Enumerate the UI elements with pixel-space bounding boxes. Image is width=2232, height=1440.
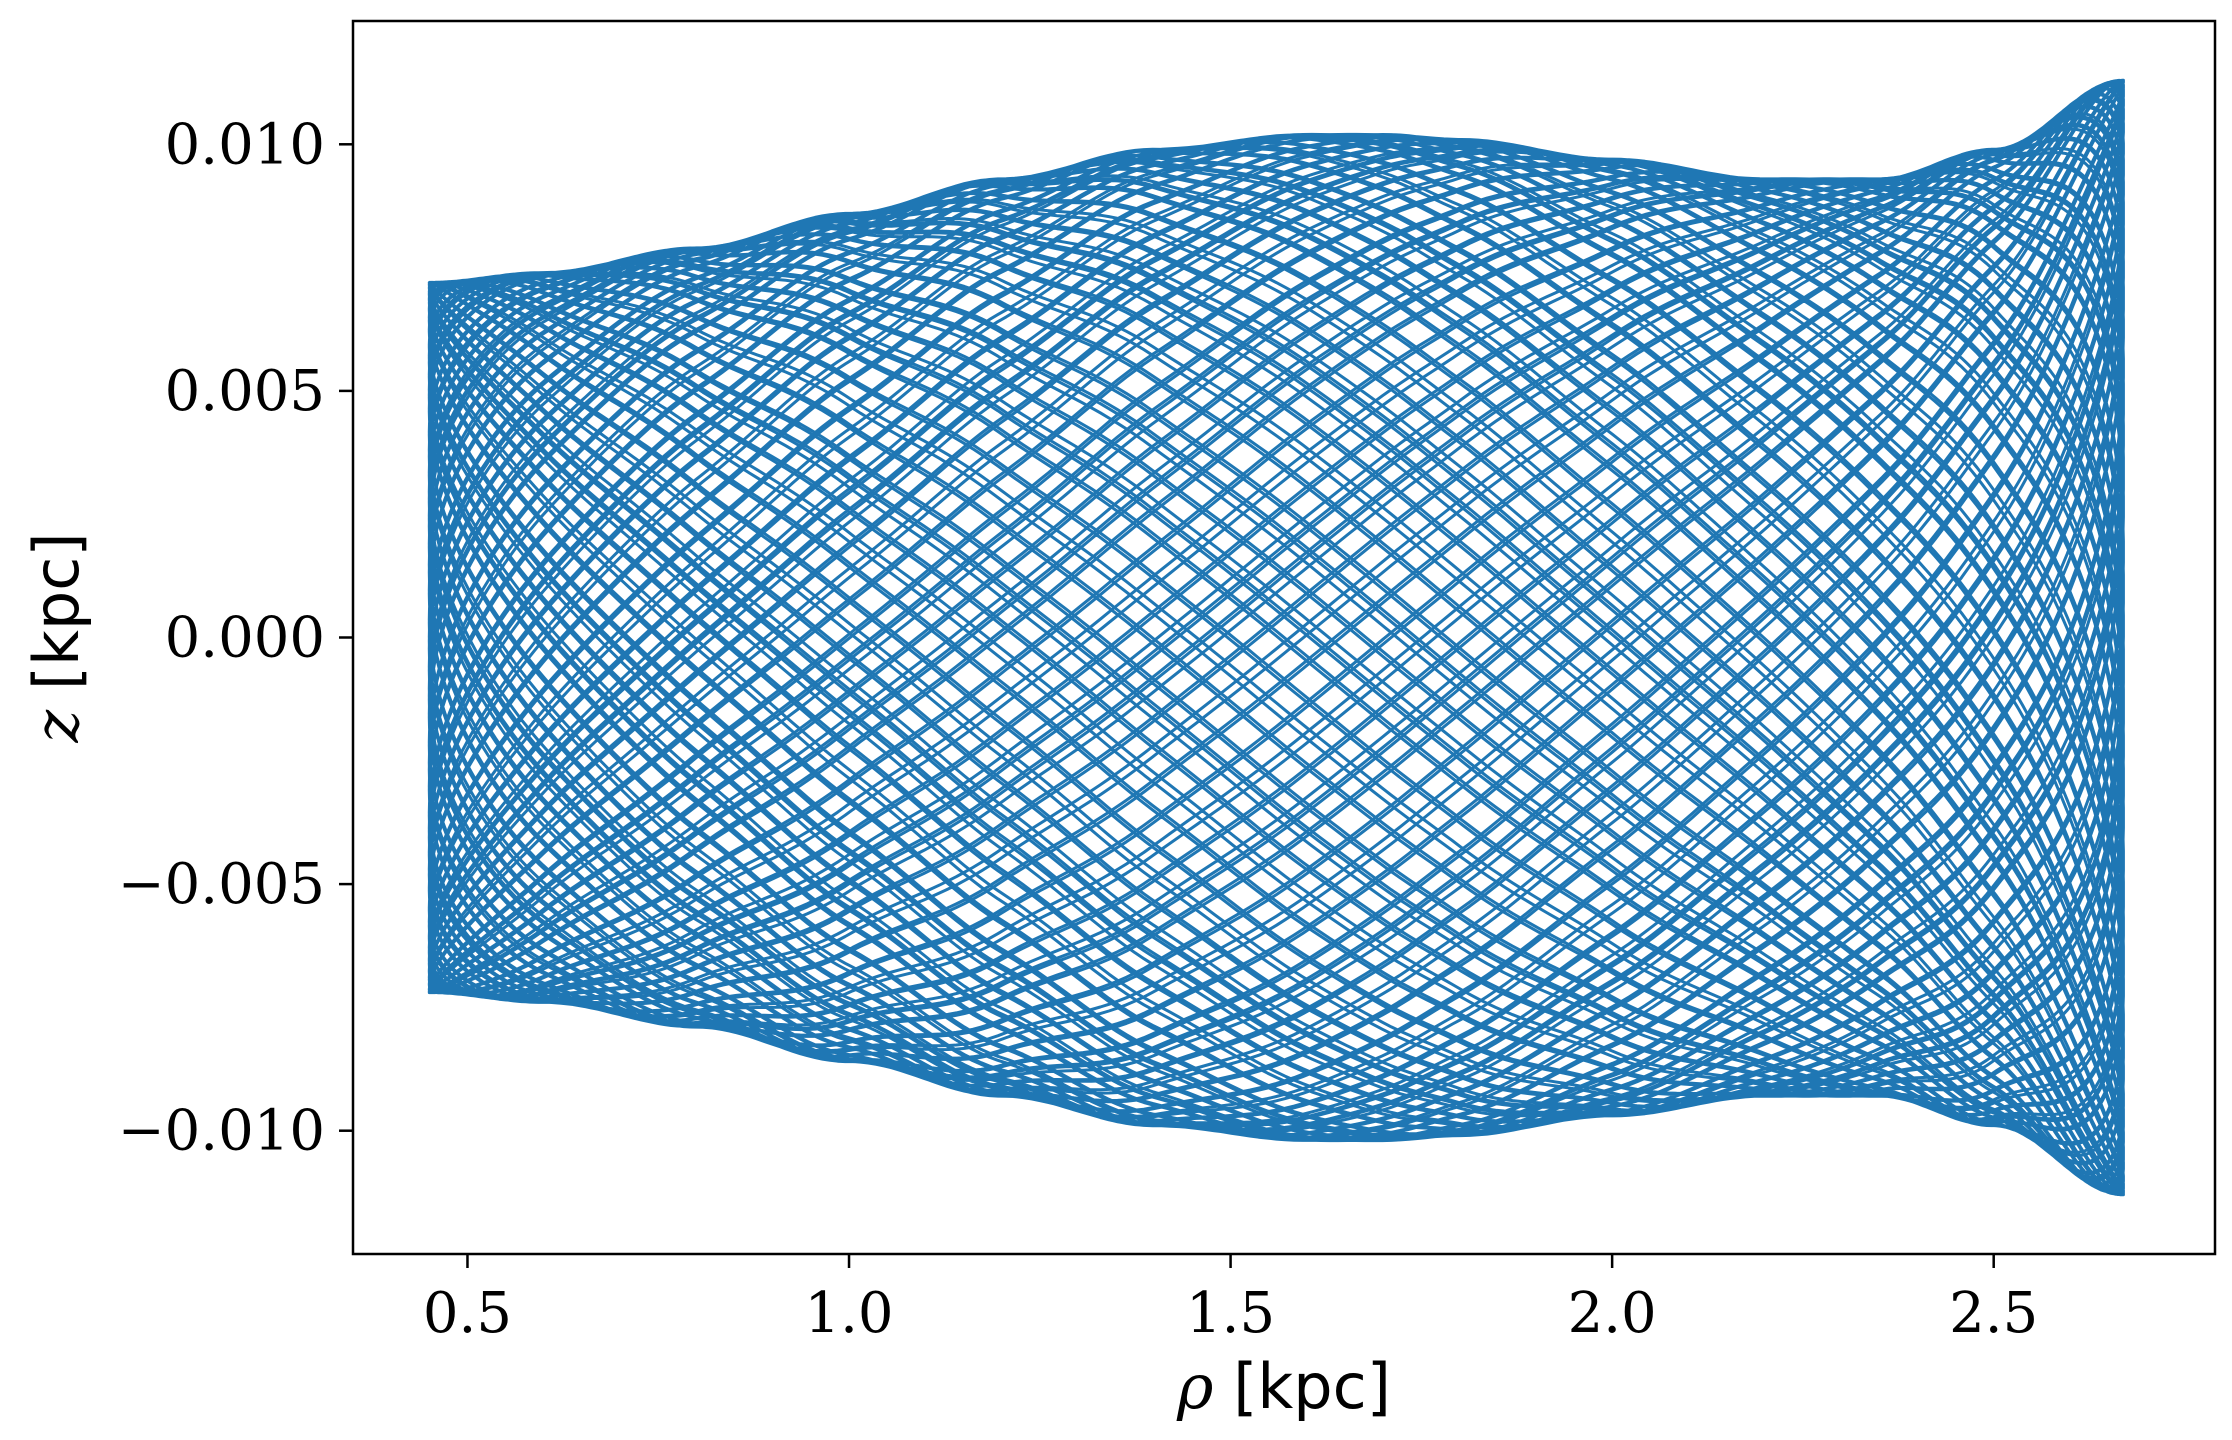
y-axis: 0.010 0.005 0.000 −0.005 −0.010	[118, 112, 353, 1164]
y-tick-label: 0.010	[165, 112, 325, 177]
y-tick-label: −0.010	[118, 1099, 325, 1164]
y-tick-label: −0.005	[118, 852, 325, 917]
x-tick-label: 1.5	[1186, 1281, 1275, 1346]
y-axis-label: z [kpc]	[20, 532, 93, 743]
y-tick-label: 0.005	[165, 359, 325, 424]
x-axis-label: ρ [kpc]	[1176, 1350, 1391, 1423]
y-tick-label: 0.000	[165, 606, 325, 671]
x-tick-label: 2.5	[1949, 1281, 2038, 1346]
x-axis: 0.5 1.0 1.5 2.0 2.5	[423, 1254, 2038, 1346]
orbit-series	[427, 78, 2125, 1197]
x-tick-label: 2.0	[1568, 1281, 1657, 1346]
x-tick-label: 1.0	[804, 1281, 893, 1346]
x-tick-label: 0.5	[423, 1281, 512, 1346]
orbit-line	[427, 78, 2125, 1197]
